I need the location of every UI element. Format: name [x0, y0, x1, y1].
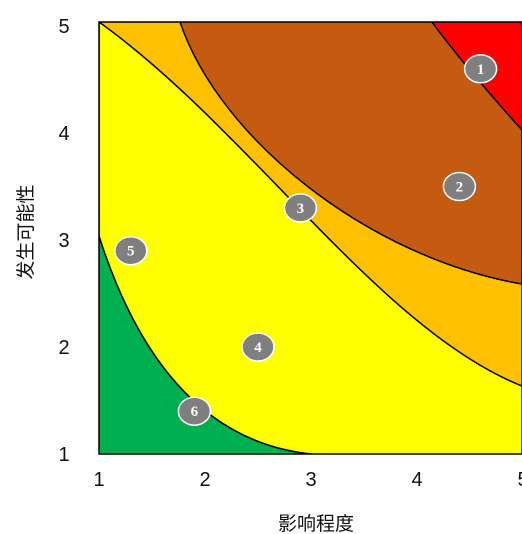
risk-marker-circle	[241, 332, 275, 362]
y-tick-label: 1	[58, 444, 69, 466]
risk-marker-circle	[283, 193, 318, 223]
y-axis-label: 发生可能性	[15, 184, 37, 279]
x-tick-label: 3	[305, 469, 316, 491]
risk-marker-1: 1	[463, 54, 498, 84]
risk-marker-5: 5	[114, 235, 148, 266]
x-axis-label: 影响程度	[278, 513, 354, 534]
risk-marker-label: 6	[191, 404, 199, 420]
risk-marker-3: 3	[283, 193, 318, 223]
risk-marker-circle	[114, 235, 148, 266]
risk-marker-label: 4	[254, 340, 262, 356]
risk-marker-circle	[177, 396, 212, 426]
data-markers: 1 2 3 4 5 6	[114, 54, 498, 426]
x-tick-label: 5	[517, 469, 522, 491]
risk-marker-circle	[463, 54, 498, 84]
plot-area	[99, 22, 522, 454]
risk-marker-6: 6	[177, 396, 212, 426]
y-tick-label: 3	[58, 230, 69, 252]
risk-marker-4: 4	[241, 332, 275, 362]
risk-marker-circle	[442, 171, 477, 202]
plot-frame	[98, 21, 522, 455]
risk-marker-label: 5	[127, 244, 135, 260]
y-axis-ticks: 1 2 3 4 5	[58, 16, 69, 466]
x-axis-ticks: 1 2 3 4 5	[93, 469, 522, 491]
x-tick-label: 2	[199, 469, 210, 491]
x-tick-label: 4	[411, 469, 422, 491]
x-tick-label: 1	[93, 469, 104, 491]
risk-marker-2: 2	[442, 171, 477, 202]
y-tick-label: 5	[58, 16, 69, 38]
risk-marker-label: 2	[456, 180, 464, 196]
y-tick-label: 4	[58, 123, 69, 145]
risk-marker-label: 3	[297, 201, 305, 217]
y-tick-label: 2	[58, 337, 69, 359]
risk-marker-label: 1	[477, 62, 485, 78]
